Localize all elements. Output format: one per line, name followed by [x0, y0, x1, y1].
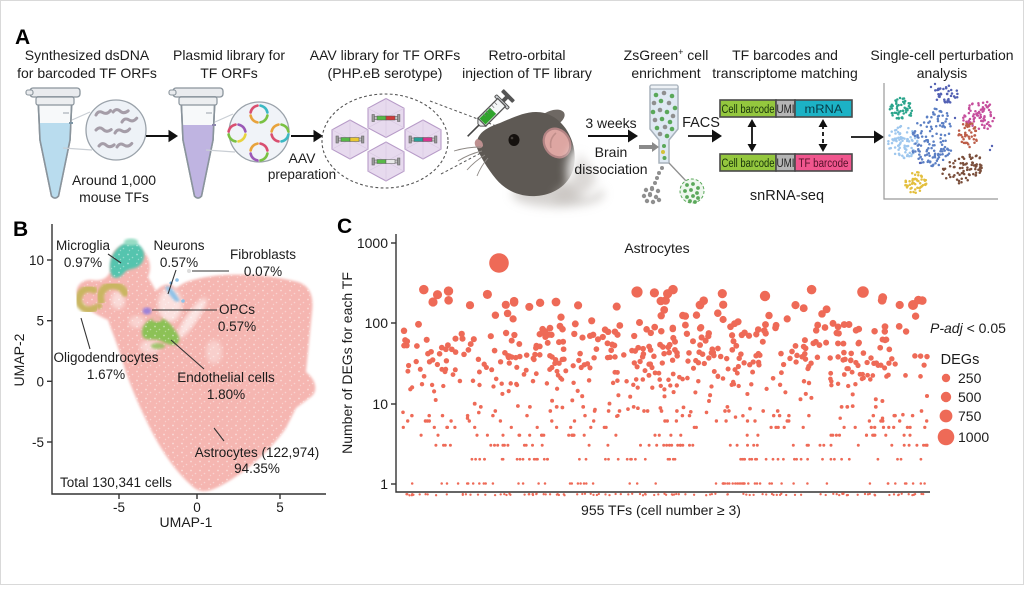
- svg-text:0.97%: 0.97%: [64, 255, 102, 270]
- svg-text:-5: -5: [32, 435, 44, 450]
- svg-text:250: 250: [958, 370, 982, 386]
- svg-text:analysis: analysis: [917, 65, 968, 81]
- svg-text:injection of TF library: injection of TF library: [462, 65, 592, 81]
- svg-text:Neurons: Neurons: [153, 238, 204, 253]
- svg-text:1.80%: 1.80%: [207, 387, 245, 402]
- svg-text:500: 500: [958, 389, 982, 405]
- svg-text:UMI: UMI: [777, 158, 795, 170]
- svg-text:750: 750: [958, 408, 982, 424]
- svg-text:Fibroblasts: Fibroblasts: [230, 247, 296, 262]
- svg-text:TF ORFs: TF ORFs: [200, 65, 258, 81]
- svg-text:3 weeks: 3 weeks: [585, 115, 636, 131]
- svg-text:5: 5: [276, 500, 284, 515]
- svg-text:Cell barcode: Cell barcode: [722, 158, 775, 170]
- svg-text:Microglia: Microglia: [56, 238, 111, 253]
- svg-text:UMI: UMI: [777, 104, 795, 116]
- svg-text:1: 1: [380, 476, 388, 492]
- svg-text:10: 10: [29, 253, 44, 268]
- svg-text:0: 0: [36, 374, 44, 389]
- svg-text:for barcoded TF ORFs: for barcoded TF ORFs: [17, 65, 157, 81]
- svg-text:0: 0: [193, 500, 201, 515]
- svg-text:OPCs: OPCs: [219, 302, 255, 317]
- svg-text:preparation: preparation: [268, 167, 336, 182]
- svg-text:Single-cell perturbation: Single-cell perturbation: [870, 47, 1013, 63]
- svg-text:AAV library for TF ORFs: AAV library for TF ORFs: [310, 47, 460, 63]
- svg-text:dissociation: dissociation: [574, 161, 647, 177]
- svg-text:0.57%: 0.57%: [218, 319, 256, 334]
- svg-text:B: B: [13, 218, 28, 241]
- svg-text:Number of DEGs for each TF: Number of DEGs for each TF: [339, 272, 355, 454]
- svg-text:snRNA-seq: snRNA-seq: [750, 188, 824, 204]
- svg-text:(PHP.eB serotype): (PHP.eB serotype): [328, 65, 443, 81]
- svg-text:FACS: FACS: [682, 115, 720, 131]
- svg-text:0.57%: 0.57%: [160, 255, 198, 270]
- svg-text:-5: -5: [113, 500, 125, 515]
- svg-text:Cell barcode: Cell barcode: [722, 104, 775, 116]
- svg-text:Astrocytes (122,974): Astrocytes (122,974): [195, 445, 320, 460]
- svg-text:10: 10: [372, 396, 388, 412]
- svg-text:Endothelial cells: Endothelial cells: [177, 370, 275, 385]
- svg-text:P-adj < 0.05: P-adj < 0.05: [930, 320, 1006, 336]
- svg-text:ZsGreen+ cell: ZsGreen+ cell: [624, 47, 709, 63]
- svg-text:5: 5: [36, 314, 44, 329]
- svg-text:1.67%: 1.67%: [87, 367, 125, 382]
- svg-text:955 TFs (cell number ≥ 3): 955 TFs (cell number ≥ 3): [581, 502, 741, 518]
- svg-text:1000: 1000: [357, 235, 388, 251]
- svg-text:A: A: [15, 26, 30, 49]
- svg-text:TF barcodes and: TF barcodes and: [732, 47, 838, 63]
- svg-text:Around 1,000: Around 1,000: [72, 172, 156, 188]
- svg-text:100: 100: [365, 315, 389, 331]
- svg-text:UMAP-2: UMAP-2: [11, 333, 27, 386]
- svg-text:94.35%: 94.35%: [234, 461, 280, 476]
- svg-text:UMAP-1: UMAP-1: [160, 514, 213, 530]
- svg-text:C: C: [337, 215, 352, 238]
- svg-text:transcriptome matching: transcriptome matching: [712, 65, 858, 81]
- svg-text:mouse TFs: mouse TFs: [79, 189, 149, 205]
- svg-text:Synthesized dsDNA: Synthesized dsDNA: [25, 47, 150, 63]
- svg-text:AAV: AAV: [289, 150, 317, 166]
- svg-text:enrichment: enrichment: [631, 65, 700, 81]
- svg-text:Astrocytes: Astrocytes: [624, 240, 689, 256]
- svg-text:Oligodendrocytes: Oligodendrocytes: [53, 350, 158, 365]
- svg-text:0.07%: 0.07%: [244, 264, 282, 279]
- svg-text:Total 130,341 cells: Total 130,341 cells: [60, 475, 172, 490]
- svg-text:Brain: Brain: [595, 144, 628, 160]
- svg-text:Plasmid library for: Plasmid library for: [173, 47, 285, 63]
- svg-text:DEGs: DEGs: [941, 352, 980, 368]
- svg-text:TF barcode: TF barcode: [799, 158, 849, 170]
- svg-text:1000: 1000: [958, 429, 989, 445]
- svg-text:mRNA: mRNA: [805, 104, 843, 116]
- svg-text:Retro-orbital: Retro-orbital: [488, 47, 565, 63]
